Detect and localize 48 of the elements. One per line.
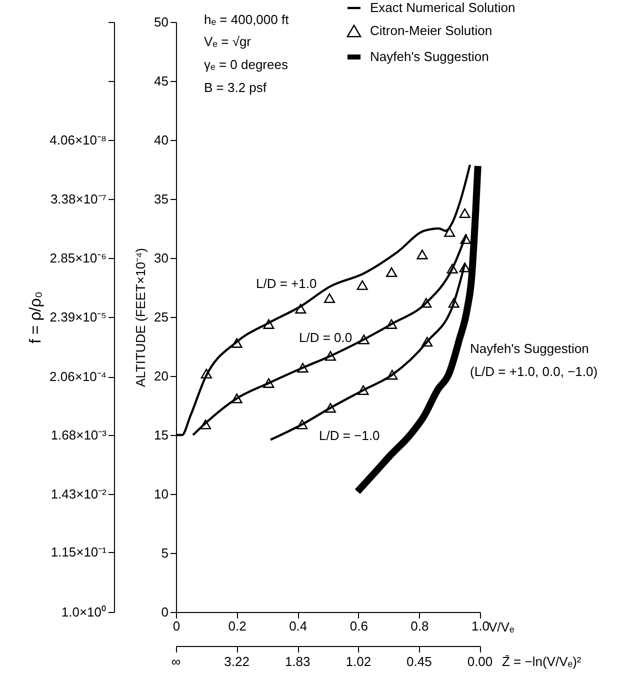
x-tick-label: 0 <box>172 618 180 634</box>
text: 1.83 <box>284 654 310 669</box>
annotation: (L/D = +1.0, 0.0, −1.0) <box>470 364 598 379</box>
y-tick-label: 50 <box>154 14 168 30</box>
y-axis-title: ALTITUDE (FEET×10⁻⁴) <box>133 248 148 388</box>
legend-label: Nayfeh's Suggestion <box>370 49 489 64</box>
annotation: L/D = +1.0 <box>256 276 317 291</box>
text: 1.02 <box>346 654 372 669</box>
annotation: Nayfeh's Suggestion <box>470 341 589 356</box>
annotation: Vₑ = √gr <box>204 34 252 49</box>
annotation: hₑ = 400,000 ft <box>204 12 290 27</box>
legend-label: Exact Numerical Solution <box>370 0 516 15</box>
annotation: L/D = 0.0 <box>299 330 352 345</box>
y2-tick-label: 1.43×10⁻² <box>50 486 108 502</box>
y-tick-label: 35 <box>154 192 168 206</box>
text: Z̄ = −ln(V/Vₑ)² <box>502 654 582 669</box>
annotation: L/D = −1.0 <box>319 428 380 443</box>
text: 0.45 <box>406 654 432 669</box>
y-tick-label: 5 <box>161 546 168 560</box>
x-tick-label: 0.4 <box>289 618 308 634</box>
y-tick-label: 25 <box>154 310 168 324</box>
y-tick-label: 20 <box>154 368 168 384</box>
y2-axis-title: f = ρ/ρ₀ <box>28 292 45 344</box>
y-tick-label: 15 <box>154 428 168 442</box>
annotation: γₑ = 0 degrees <box>204 57 288 72</box>
y-tick-label: 0 <box>161 604 168 620</box>
y2-tick-label: 2.06×10⁻⁴ <box>50 369 106 384</box>
text: 0.00 <box>467 654 493 669</box>
y2-tick-label: 1.68×10⁻³ <box>50 427 108 442</box>
x-tick-label: 0.2 <box>228 618 246 634</box>
x-tick-label: 1.0 <box>471 618 490 634</box>
x-axis-title: V/Vₑ <box>488 620 514 634</box>
y-tick-label: 45 <box>154 74 168 88</box>
y2-tick-label: 2.39×10⁻⁵ <box>50 309 106 324</box>
y2-tick-label: 3.38×10⁻⁷ <box>50 191 107 206</box>
y2-tick-label: 1.0×10⁰ <box>61 604 106 620</box>
y-tick-label: 30 <box>154 250 168 266</box>
text: 3.22 <box>224 654 250 669</box>
y-tick-label: 40 <box>154 132 168 148</box>
legend-label: Citron-Meier Solution <box>370 23 492 38</box>
annotation: B = 3.2 psf <box>204 80 267 95</box>
y2-tick-label: 1.15×10⁻¹ <box>50 544 108 560</box>
y-tick-label: 10 <box>154 486 168 502</box>
x-tick-label: 0.8 <box>410 618 429 634</box>
y2-tick-label: 4.06×10⁻⁸ <box>50 132 106 148</box>
text: ∞ <box>171 654 181 669</box>
x-tick-label: 0.6 <box>350 618 368 634</box>
y2-tick-label: 2.85×10⁻⁶ <box>50 250 106 266</box>
